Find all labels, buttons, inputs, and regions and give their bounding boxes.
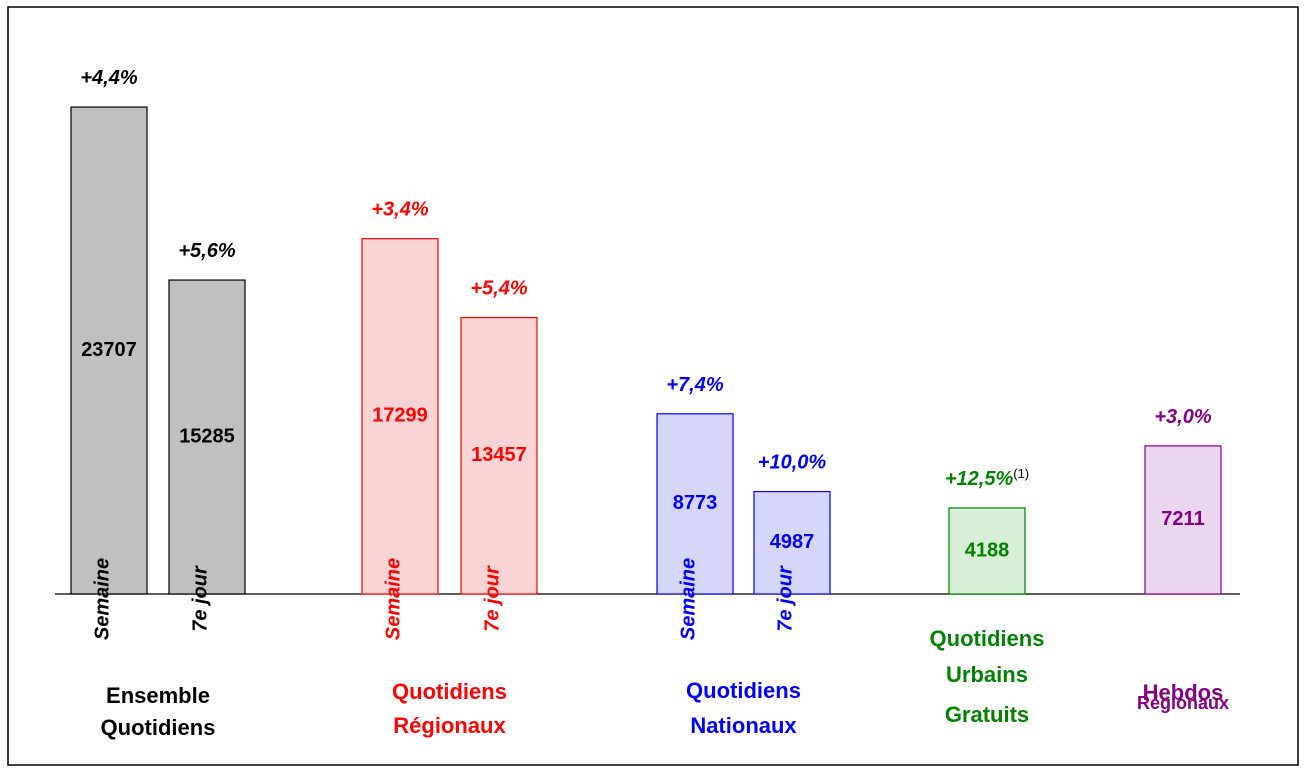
group-name: Régionaux <box>1137 693 1229 713</box>
value-label: 13457 <box>471 444 527 466</box>
group-name: Quotidiens <box>930 626 1045 651</box>
group-name: Gratuits <box>945 702 1029 727</box>
group-name: Ensemble <box>106 683 210 708</box>
growth-label: +10,0% <box>758 452 827 474</box>
growth-text: +7,4% <box>666 374 723 396</box>
group-name: Hebdos <box>1143 680 1224 705</box>
value-label: 17299 <box>372 405 428 427</box>
growth-text: +5,6% <box>178 240 235 262</box>
bar-label: Semaine <box>382 558 404 640</box>
bar <box>361 238 439 595</box>
growth-text: +3,4% <box>371 199 428 221</box>
growth-label: +12,5%(1) <box>945 466 1029 490</box>
group-name: Nationaux <box>690 713 797 738</box>
growth-text: +3,0% <box>1154 406 1211 428</box>
bar-label: 7e jour <box>481 565 503 632</box>
growth-text: +4,4% <box>80 67 137 89</box>
growth-text: +10,0% <box>758 452 827 474</box>
bar <box>70 106 148 595</box>
growth-label: +7,4% <box>666 374 723 396</box>
group-name: Quotidiens <box>101 715 216 740</box>
growth-label: +5,4% <box>470 278 527 300</box>
growth-label: +4,4% <box>80 67 137 89</box>
bar <box>656 413 734 595</box>
note: (1) <box>1013 466 1029 481</box>
bar <box>1144 445 1222 595</box>
growth-text: +12,5% <box>945 468 1014 490</box>
growth-text: +5,4% <box>470 278 527 300</box>
value-label: 15285 <box>179 425 235 447</box>
bar-label: 7e jour <box>774 565 796 632</box>
growth-label: +3,4% <box>371 199 428 221</box>
group-name: Quotidiens <box>392 679 507 704</box>
bar-label: 7e jour <box>189 565 211 632</box>
bar-label: Semaine <box>677 558 699 640</box>
value-label: 4188 <box>965 539 1010 561</box>
value-label: 4987 <box>770 531 815 553</box>
group-name: Urbains <box>946 662 1028 687</box>
bar <box>948 507 1026 595</box>
bar <box>753 490 831 595</box>
growth-label: +5,6% <box>178 240 235 262</box>
value-label: 23707 <box>81 339 137 361</box>
bar-label: Semaine <box>91 558 113 640</box>
group-name: Quotidiens <box>686 678 801 703</box>
bar <box>460 316 538 595</box>
value-label: 8773 <box>673 492 718 514</box>
value-label: 7211 <box>1161 508 1204 530</box>
group-name: Régionaux <box>393 713 506 738</box>
growth-label: +3,0% <box>1154 406 1211 428</box>
bar <box>168 279 246 595</box>
